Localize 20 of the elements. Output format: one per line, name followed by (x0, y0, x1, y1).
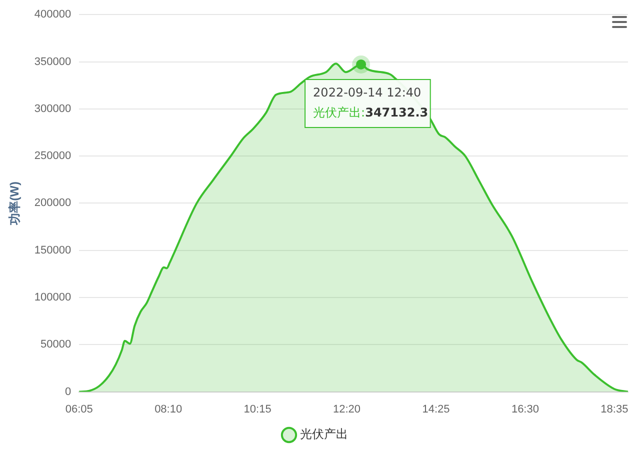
y-tick-label: 150000 (34, 244, 72, 256)
y-tick-label: 200000 (34, 197, 72, 210)
y-tick-label: 0 (64, 386, 72, 398)
x-tick-label: 08:10 (154, 403, 182, 416)
y-tick-label: 50000 (40, 338, 72, 351)
x-tick-label: 12:20 (333, 403, 361, 416)
legend-label: 光伏产出 (300, 427, 348, 442)
x-tick-label: 16:30 (511, 403, 539, 416)
annotation: 光伏产出:347132.3 (313, 106, 428, 120)
annotation: 2022-09-14 12:40 (313, 86, 422, 100)
y-tick-label: 100000 (34, 292, 72, 304)
x-tick-label: 14:25 (422, 403, 450, 416)
x-tick-label: 10:15 (244, 403, 272, 416)
y-tick-label: 300000 (34, 102, 72, 115)
y-tick-label: 350000 (34, 56, 72, 68)
y-axis-title: 功率(W) (8, 182, 22, 226)
y-tick-label: 400000 (34, 8, 72, 21)
x-tick-label: 06:05 (65, 403, 93, 416)
x-tick-label: 18:35 (600, 403, 628, 416)
y-tick-label: 250000 (34, 150, 72, 162)
